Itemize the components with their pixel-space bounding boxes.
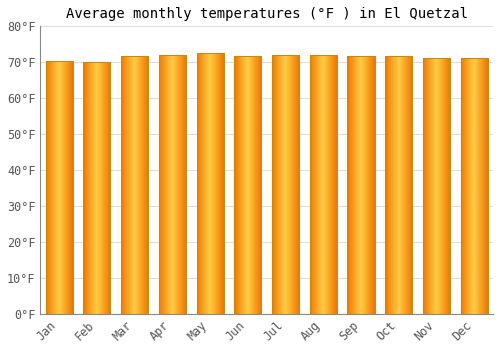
Title: Average monthly temperatures (°F ) in El Quetzal: Average monthly temperatures (°F ) in El… <box>66 7 468 21</box>
